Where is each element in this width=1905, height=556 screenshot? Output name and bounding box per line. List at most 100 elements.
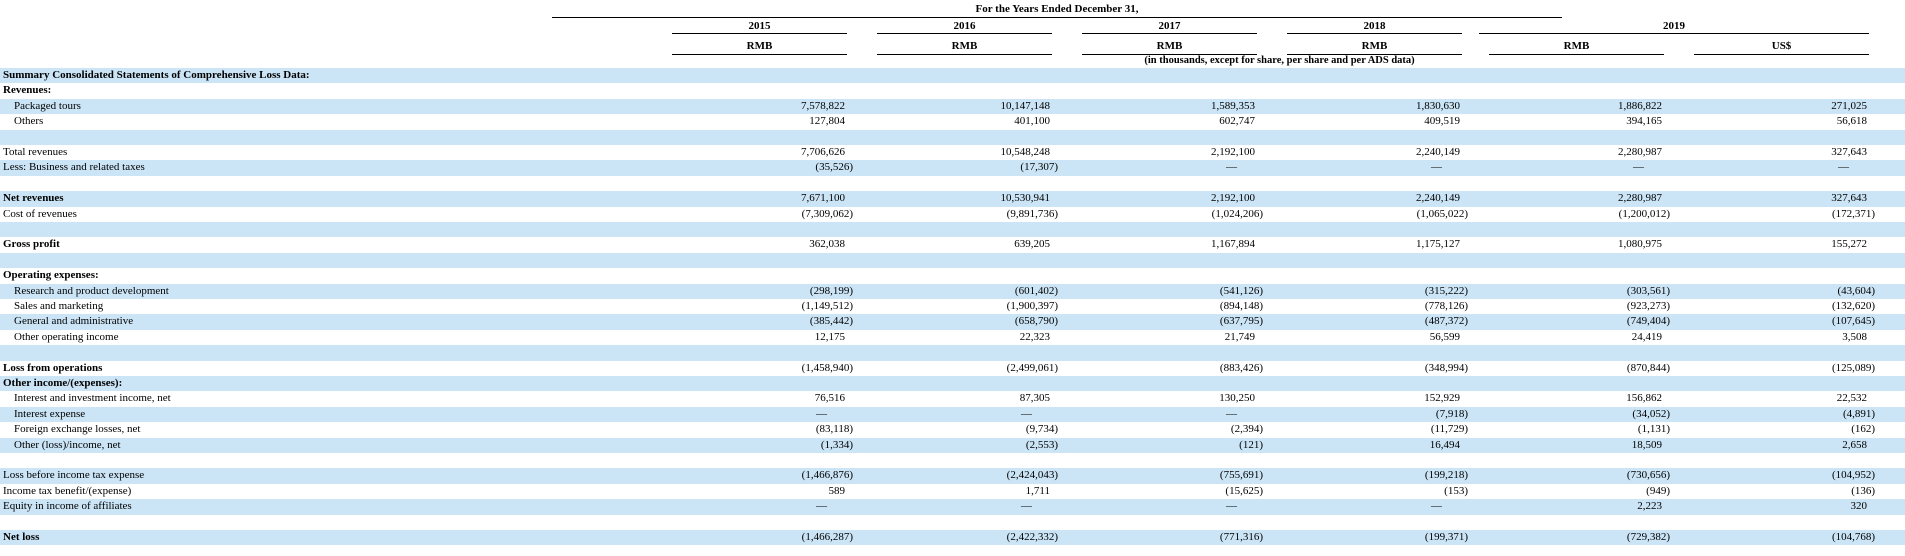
row-label: General and administrative	[14, 315, 134, 328]
row-label: Less: Business and related taxes	[3, 161, 145, 174]
cell-value	[552, 68, 855, 83]
row-label: Interest expense	[14, 407, 86, 420]
cell-value	[552, 515, 855, 530]
table-row: Gross profit 362,038 639,205 1,167,894 1,175…	[0, 237, 1905, 252]
cell-value: (2,422,332)	[1006, 531, 1058, 544]
cell-value	[1265, 68, 1470, 83]
cell-value: (1,200,012)	[1618, 207, 1670, 220]
row-trailing-space	[1877, 160, 1905, 175]
cell-value: 22,323	[1019, 330, 1050, 343]
row-trailing-space	[1877, 391, 1905, 406]
year-2019-header: 2019	[1479, 20, 1870, 34]
row-label: Packaged tours	[14, 99, 81, 112]
cell-value	[552, 222, 855, 237]
cell-value: (34,052)	[1632, 407, 1670, 420]
cell-value: 401,100	[1014, 115, 1050, 128]
cell-value	[855, 453, 1060, 468]
table-row: Sales and marketing (1,149,512) (1,900,397…	[0, 299, 1905, 314]
cell-value: 56,599	[1429, 330, 1460, 343]
cell-value	[1672, 130, 1877, 145]
cell-value: 1,175,127	[1416, 238, 1460, 251]
row-trailing-space	[1877, 268, 1905, 283]
table-row: Equity in income of affiliates — — — — 2,223 3…	[0, 499, 1905, 515]
cell-value	[1265, 345, 1470, 360]
cell-value	[1672, 83, 1877, 98]
cell-value: (17,307)	[1020, 161, 1058, 174]
row-trailing-space	[1877, 284, 1905, 299]
table-row: Interest expense — — — (7,918) (34,052) (4,891…	[0, 406, 1905, 423]
cell-value: 409,519	[1424, 115, 1460, 128]
cell-value: (199,218)	[1424, 469, 1468, 482]
cell-value	[1672, 453, 1877, 468]
row-label: Sales and marketing	[14, 300, 104, 313]
row-label: Cost of revenues	[3, 207, 77, 220]
cell-value: 2,658	[1842, 438, 1868, 451]
cell-value	[855, 130, 1060, 145]
cell-value	[855, 268, 1060, 283]
cell-value	[1060, 222, 1265, 237]
cell-value: (755,691)	[1219, 469, 1263, 482]
table-row: Net loss (1,466,287) (2,422,332) (771,316) (…	[0, 530, 1905, 546]
cell-value: 2,192,100	[1211, 146, 1255, 159]
cell-value	[1265, 130, 1470, 145]
cell-value: (162)	[1851, 423, 1876, 436]
header-spanner-row: For the Years Ended December 31,	[0, 0, 1905, 18]
cell-value: (778,126)	[1424, 300, 1468, 313]
cell-value: 3,508	[1842, 330, 1868, 343]
cell-value: —	[1431, 500, 1442, 513]
row-trailing-space	[1877, 130, 1905, 145]
header-note-row: (in thousands, except for share, per sha…	[0, 55, 1905, 68]
cell-value: 24,419	[1631, 330, 1662, 343]
cell-value: 327,643	[1831, 146, 1868, 159]
cell-value	[552, 376, 855, 391]
cell-value	[855, 68, 1060, 83]
cell-value: —	[816, 407, 827, 420]
cell-value: 1,711	[1025, 484, 1050, 497]
cell-value: 394,165	[1626, 115, 1662, 128]
cell-value: 602,747	[1219, 115, 1255, 128]
cell-value: 271,025	[1831, 99, 1868, 112]
table-row: Packaged tours 7,578,822 10,147,148 1,589,3…	[0, 98, 1905, 115]
row-label: Net loss	[3, 531, 40, 544]
cell-value: 7,706,626	[801, 146, 845, 159]
row-label: Other operating income	[14, 330, 119, 343]
row-trailing-space	[1877, 176, 1905, 191]
cell-value	[1265, 83, 1470, 98]
cell-value	[1470, 68, 1672, 83]
cell-value	[1265, 268, 1470, 283]
row-trailing-space	[1877, 345, 1905, 360]
cell-value: 16,494	[1429, 438, 1460, 451]
table-row: Interest and investment income, net 76,51…	[0, 391, 1905, 406]
row-trailing-space	[1877, 114, 1905, 129]
cell-value	[1470, 376, 1672, 391]
cell-value: 56,618	[1836, 115, 1868, 128]
cell-value: (870,844)	[1626, 361, 1670, 374]
spacer-row	[0, 129, 1905, 146]
row-trailing-space	[1877, 299, 1905, 314]
row-trailing-space	[1877, 515, 1905, 530]
table-body: Summary Consolidated Statements of Compr…	[0, 68, 1905, 546]
cell-value	[1672, 345, 1877, 360]
cell-value: (35,526)	[815, 161, 853, 174]
table-row: Cost of revenues (7,309,062) (9,891,736) (1…	[0, 207, 1905, 222]
row-trailing-space	[1877, 468, 1905, 483]
cell-value: 362,038	[809, 238, 845, 251]
cell-value: (923,273)	[1626, 300, 1670, 313]
cell-value: 327,643	[1831, 192, 1868, 205]
row-label	[0, 176, 552, 191]
currency-2017-header: RMB	[1082, 40, 1257, 55]
row-label: Income tax benefit/(expense)	[3, 484, 132, 497]
cell-value: —	[1633, 161, 1644, 174]
cell-value: (4,891)	[1842, 407, 1876, 420]
cell-value	[1060, 268, 1265, 283]
table-row: Less: Business and related taxes (35,526)…	[0, 160, 1905, 176]
cell-value: (730,656)	[1626, 469, 1670, 482]
cell-value: (729,382)	[1626, 531, 1670, 544]
row-trailing-space	[1877, 145, 1905, 160]
cell-value: (315,222)	[1424, 284, 1468, 297]
table-row: Foreign exchange losses, net (83,118) (9,7…	[0, 422, 1905, 437]
cell-value	[1470, 453, 1672, 468]
cell-value: 152,929	[1424, 392, 1460, 405]
cell-value: 2,192,100	[1211, 192, 1255, 205]
